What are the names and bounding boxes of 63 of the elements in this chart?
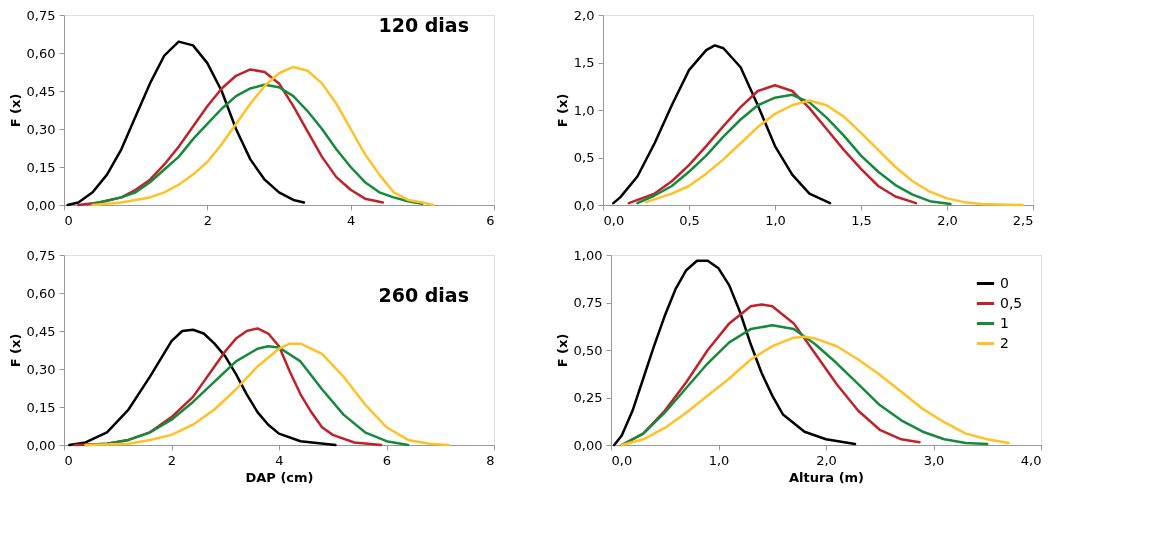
x-tick-label: 0,0 xyxy=(611,452,633,468)
y-tick-label: 0,00 xyxy=(573,437,603,453)
x-tick-label: 4 xyxy=(275,452,284,468)
x-tick-label: 6 xyxy=(382,452,392,468)
x-tick-label: 1,0 xyxy=(765,212,786,228)
y-tick-label: 0,5 xyxy=(573,150,595,165)
x-tick-label: 0 xyxy=(64,212,73,228)
line-series xyxy=(627,84,918,205)
y-tick-label: 0,0 xyxy=(573,197,595,213)
y-tick-label: 1,0 xyxy=(573,102,595,118)
annotation: 120 dias xyxy=(378,14,469,36)
line-series xyxy=(91,83,424,205)
y-tick-label: 0,25 xyxy=(573,390,603,405)
y-tick-label: 0,50 xyxy=(573,342,603,358)
line-series xyxy=(644,99,1024,207)
y-tick-label: 0,75 xyxy=(26,7,56,23)
line-series xyxy=(68,328,337,447)
y-axis-title: F (x) xyxy=(7,333,23,368)
x-axis-title: DAP (cm) xyxy=(245,469,314,485)
y-tick-label: 0,75 xyxy=(26,247,56,263)
y-tick-label: 1,00 xyxy=(573,247,603,263)
x-tick-label: 2,5 xyxy=(1012,212,1034,228)
x-tick-label: 4 xyxy=(347,212,356,228)
line-series xyxy=(66,40,306,207)
y-tick-label: 0,45 xyxy=(26,323,56,339)
x-tick-label: 0 xyxy=(64,452,73,468)
y-axis-title: F (x) xyxy=(554,93,570,128)
legend-label: 2 xyxy=(1000,334,1009,351)
y-tick-label: 0,00 xyxy=(26,197,56,213)
line-series xyxy=(636,93,952,206)
x-tick-label: 0,5 xyxy=(679,212,700,228)
y-tick-label: 0,15 xyxy=(26,399,56,415)
x-tick-label: 2 xyxy=(167,452,177,468)
x-tick-label: 1,5 xyxy=(851,212,872,228)
x-tick-label: 8 xyxy=(486,452,495,468)
x-tick-label: 1,0 xyxy=(708,452,730,468)
x-tick-label: 6 xyxy=(486,212,495,228)
x-tick-label: 2 xyxy=(203,212,212,228)
x-tick-label: 4,0 xyxy=(1020,452,1042,468)
y-tick-label: 0,00 xyxy=(26,437,56,453)
y-tick-label: 1,5 xyxy=(573,55,595,70)
y-tick-label: 0,30 xyxy=(26,121,56,137)
y-tick-label: 0,30 xyxy=(26,361,56,377)
y-tick-label: 2,0 xyxy=(573,7,595,23)
x-tick-label: 2,0 xyxy=(937,212,958,228)
legend-label: 0 xyxy=(1000,274,1009,291)
x-tick-label: 3,0 xyxy=(923,452,945,468)
line-series xyxy=(612,44,832,205)
y-tick-label: 0,75 xyxy=(573,295,603,310)
y-axis-title: F (x) xyxy=(7,93,23,128)
y-axis-title: F (x) xyxy=(554,333,570,368)
y-tick-label: 0,15 xyxy=(26,159,56,175)
annotation: 260 dias xyxy=(378,284,469,306)
y-tick-label: 0,60 xyxy=(26,45,56,61)
x-tick-label: 0,0 xyxy=(603,212,625,228)
y-tick-label: 0,60 xyxy=(26,285,56,301)
x-tick-label: 2,0 xyxy=(816,452,837,468)
line-series xyxy=(91,65,435,207)
legend-label: 1 xyxy=(1000,314,1009,331)
legend-label: 0,5 xyxy=(1000,294,1023,311)
x-axis-title: Altura (m) xyxy=(788,469,865,485)
line-series xyxy=(612,259,857,447)
y-tick-label: 0,45 xyxy=(26,83,56,99)
